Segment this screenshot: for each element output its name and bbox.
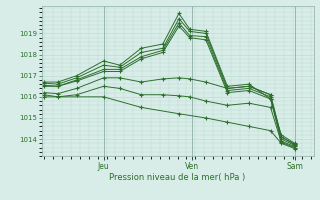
X-axis label: Pression niveau de la mer( hPa ): Pression niveau de la mer( hPa ) bbox=[109, 173, 246, 182]
